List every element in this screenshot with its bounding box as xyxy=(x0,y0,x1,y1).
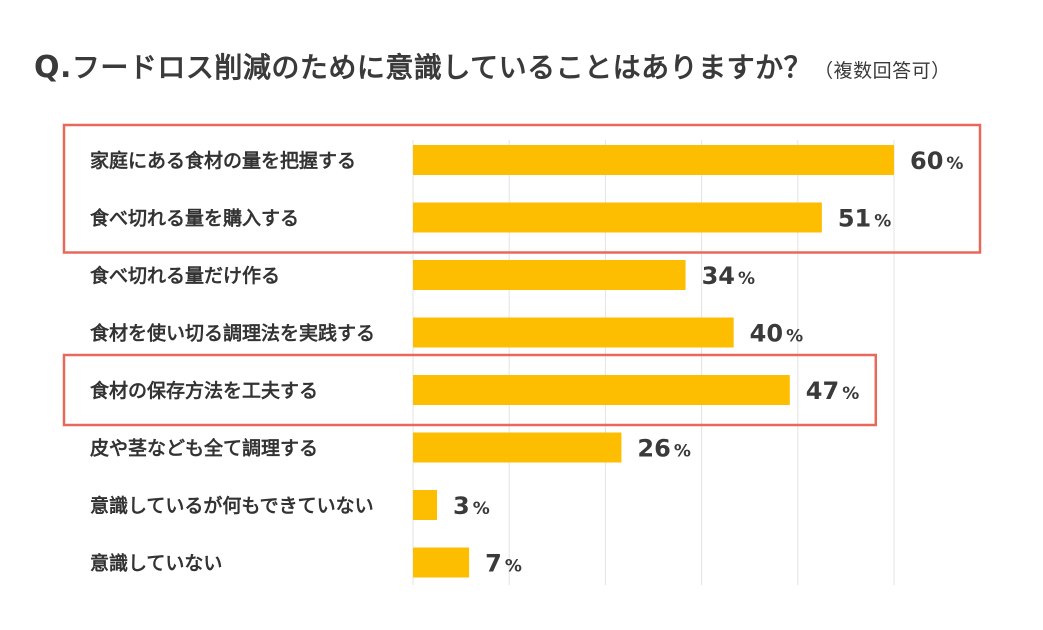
title-note: （複数回答可） xyxy=(814,60,951,82)
value-label: 34% xyxy=(702,262,755,290)
category-label: 食材を使い切る調理法を実践する xyxy=(90,322,375,345)
value-label: 51% xyxy=(838,205,891,233)
value-label: 3% xyxy=(453,492,490,520)
category-label: 食べ切れる量だけ作る xyxy=(90,264,280,287)
bar xyxy=(413,547,470,578)
category-label: 家庭にある食材の量を把握する xyxy=(90,149,356,172)
category-label: 意識していない xyxy=(90,552,222,575)
bar xyxy=(413,260,686,290)
category-label: 意識しているが何もできていない xyxy=(90,494,374,517)
value-label: 26% xyxy=(637,435,690,463)
value-label: 60% xyxy=(910,147,963,175)
title-text: フードロス削減のために意識していることはありますか？ xyxy=(71,51,813,84)
bar xyxy=(413,375,790,405)
value-label: 47% xyxy=(806,377,859,405)
bar xyxy=(413,145,894,175)
highlight-box xyxy=(62,123,982,254)
value-label: 7% xyxy=(485,550,522,578)
category-label: 皮や茎なども全て調理する xyxy=(90,437,318,460)
bar xyxy=(413,490,438,520)
bar xyxy=(413,317,734,348)
category-label: 食べ切れる量を購入する xyxy=(90,207,299,230)
title-prefix: Q. xyxy=(34,50,72,85)
chart-title: Q.フードロス削減のために意識していることはありますか？ （複数回答可） xyxy=(34,46,951,86)
bar xyxy=(413,202,822,233)
value-label: 40% xyxy=(750,320,803,348)
category-label: 食材の保存方法を工夫する xyxy=(90,379,318,402)
highlight-box xyxy=(62,353,878,427)
bar xyxy=(413,432,622,463)
